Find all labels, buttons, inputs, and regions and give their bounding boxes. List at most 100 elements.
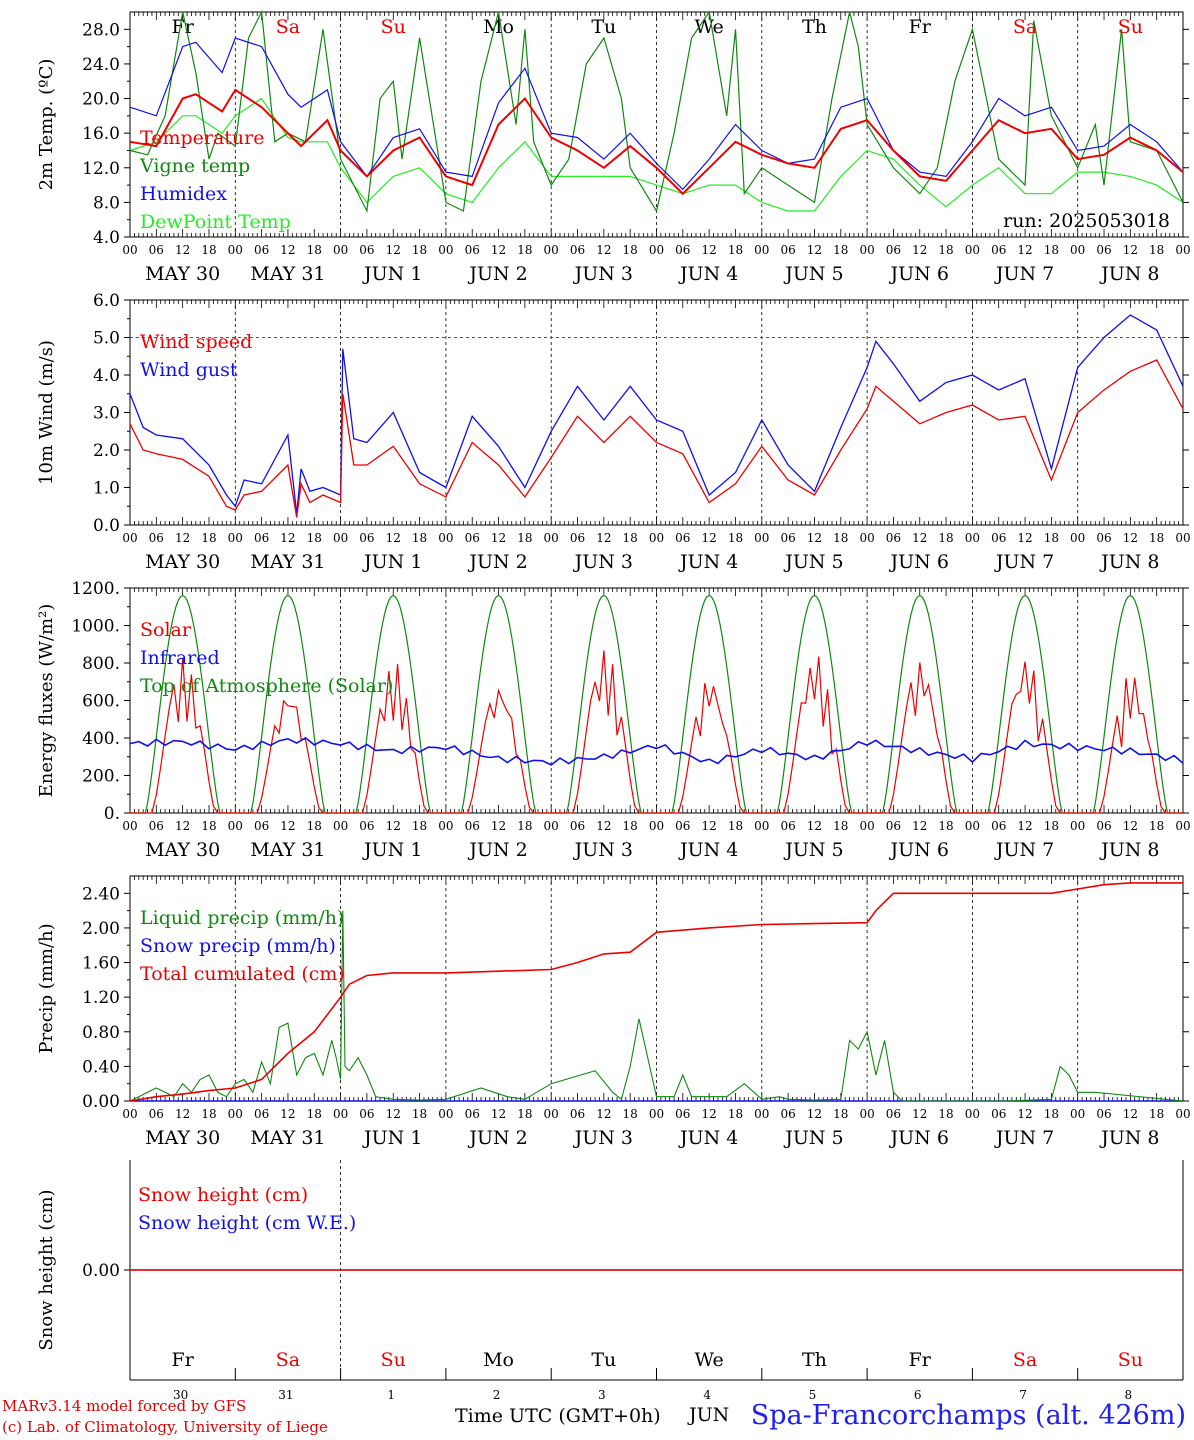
temperature-hour-label: 12 [1017, 243, 1032, 257]
energy-panel: 00 06 12 18 00 06 12 18 00 06 12 18 00 06 12 18 00 06 12 18… [36, 579, 1191, 861]
wind-hour-label: 06 [254, 531, 269, 545]
energy-hour-label: 18 [517, 819, 532, 833]
energy-hour-label: 12 [386, 819, 401, 833]
temperature-hour-label: 18 [1044, 243, 1059, 257]
wind-hour-label: 06 [570, 531, 585, 545]
wind-hour-label: 00 [1175, 531, 1190, 545]
energy-hour-label: 00 [965, 819, 980, 833]
temperature-hour-label: 18 [412, 243, 427, 257]
wind-hour-label: 18 [307, 531, 322, 545]
wind-hour-label: 18 [412, 531, 427, 545]
precip-y-tick-label: 1.60 [82, 954, 120, 974]
temperature-hour-label: 00 [333, 243, 348, 257]
wind-hour-label: 18 [1149, 531, 1164, 545]
wind-y-tick-label: 6.0 [93, 291, 120, 311]
energy-hour-label: 00 [438, 819, 453, 833]
precip-date-label: JUN 5 [783, 1127, 843, 1149]
wind-hour-label: 00 [333, 531, 348, 545]
energy-hour-label: 18 [938, 819, 953, 833]
precip-hour-label: 06 [1096, 1107, 1111, 1121]
snow-y-tick-label: 0.00 [82, 1261, 120, 1281]
wind-hour-label: 12 [807, 531, 822, 545]
precip-legend-2: Total cumulated (cm) [140, 963, 345, 985]
temperature-hour-label: 18 [307, 243, 322, 257]
precip-hour-label: 06 [570, 1107, 585, 1121]
model-credit: MARv3.14 model forced by GFS [2, 1397, 247, 1415]
temperature-day-abbrev: Tu [591, 16, 616, 38]
wind-date-label: JUN 6 [889, 551, 949, 573]
temperature-hour-label: 00 [1070, 243, 1085, 257]
temperature-hour-label: 00 [649, 243, 664, 257]
temperature-y-tick-label: 16.0 [82, 124, 120, 144]
energy-hour-label: 06 [149, 819, 164, 833]
temperature-hour-label: 18 [623, 243, 638, 257]
precip-y-tick-label: 1.20 [82, 988, 120, 1008]
precip-hour-label: 18 [728, 1107, 743, 1121]
wind-hour-label: 06 [675, 531, 690, 545]
temperature-series-vigne-temp [129, 9, 1184, 214]
energy-hour-label: 00 [544, 819, 559, 833]
precip-date-label: JUN 2 [467, 1127, 527, 1149]
temperature-date-label: MAY 30 [145, 263, 220, 285]
energy-legend-0: Solar [140, 619, 192, 641]
temperature-hour-label: 12 [807, 243, 822, 257]
temperature-hour-label: 18 [728, 243, 743, 257]
temperature-hour-label: 06 [1096, 243, 1111, 257]
energy-y-tick-label: 600. [82, 692, 120, 712]
wind-series-wind-speed [129, 359, 1184, 518]
energy-hour-label: 00 [228, 819, 243, 833]
temperature-hour-label: 00 [965, 243, 980, 257]
temperature-y-tick-label: 20.0 [82, 90, 120, 110]
temperature-series-dewpoint-temp [129, 97, 1184, 212]
precip-hour-label: 06 [254, 1107, 269, 1121]
precip-hour-label: 18 [1044, 1107, 1059, 1121]
energy-hour-label: 06 [780, 819, 795, 833]
temperature-legend-0: Temperature [140, 127, 264, 149]
energy-y-tick-label: 1200. [71, 579, 120, 599]
snow-day-number: 7 [1019, 1388, 1027, 1402]
snow-panel: 0.00 Snow height (cm) Snow height (cm) Snow… [36, 1160, 1184, 1426]
temperature-frame [129, 11, 1184, 238]
temperature-day-abbrev: Su [381, 16, 406, 38]
precip-hour-label: 18 [833, 1107, 848, 1121]
temperature-hour-label: 18 [938, 243, 953, 257]
precip-hour-label: 18 [307, 1107, 322, 1121]
precip-y-tick-label: 0.40 [82, 1057, 120, 1077]
temperature-hour-label: 18 [833, 243, 848, 257]
energy-hour-label: 06 [254, 819, 269, 833]
energy-hour-label: 06 [570, 819, 585, 833]
precip-hour-label: 00 [1175, 1107, 1190, 1121]
wind-series-wind-gust [129, 314, 1184, 514]
wind-y-axis-title: 10m Wind (m/s) [36, 340, 57, 485]
temperature-day-abbrev: Fr [172, 16, 195, 38]
temperature-date-label: JUN 8 [1099, 263, 1159, 285]
precip-hour-label: 00 [859, 1107, 874, 1121]
wind-hour-label: 18 [728, 531, 743, 545]
snow-day-abbrev: Fr [172, 1349, 195, 1371]
precip-panel: 00 06 12 18 00 06 12 18 00 06 12 18 00 06 12 18 00 06 12 18… [36, 875, 1191, 1149]
wind-hour-label: 00 [1070, 531, 1085, 545]
precip-hour-label: 00 [122, 1107, 137, 1121]
precip-hour-label: 18 [623, 1107, 638, 1121]
precip-y-tick-label: 2.40 [82, 884, 120, 904]
wind-y-tick-label: 0.0 [93, 516, 120, 536]
wind-hour-label: 00 [544, 531, 559, 545]
temperature-hour-label: 12 [702, 243, 717, 257]
precip-hour-label: 00 [965, 1107, 980, 1121]
wind-panel: 00 06 12 18 00 06 12 18 00 06 12 18 00 06 12 18 00 06 12 18… [36, 291, 1191, 573]
snow-day-abbrev: Sa [1013, 1349, 1037, 1371]
wind-y-tick-label: 4.0 [93, 366, 120, 386]
snow-day-abbrev: Tu [591, 1349, 616, 1371]
energy-hour-label: 06 [886, 819, 901, 833]
energy-date-label: JUN 2 [467, 839, 527, 861]
wind-date-label: JUN 5 [783, 551, 843, 573]
wind-date-label: MAY 31 [250, 551, 325, 573]
energy-y-tick-label: 800. [82, 654, 120, 674]
precip-hour-label: 12 [175, 1107, 190, 1121]
snow-legend-0: Snow height (cm) [138, 1184, 308, 1206]
wind-hour-label: 00 [228, 531, 243, 545]
wind-frame [129, 299, 1184, 526]
energy-hour-label: 18 [833, 819, 848, 833]
wind-hour-label: 12 [175, 531, 190, 545]
precip-date-label: JUN 4 [678, 1127, 738, 1149]
